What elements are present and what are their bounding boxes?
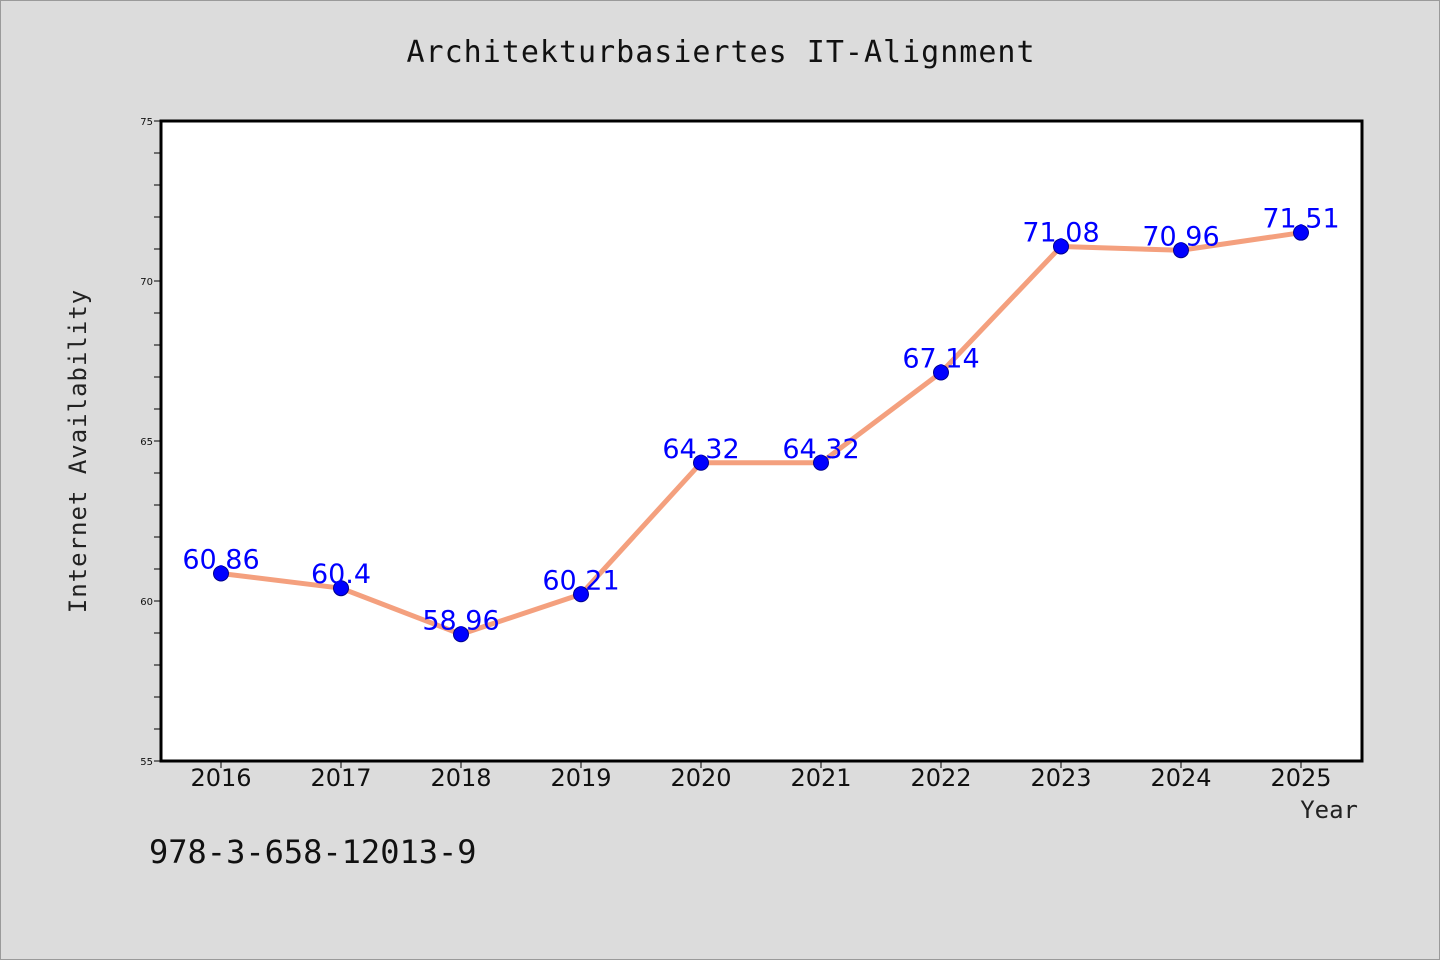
x-tick-label: 2025 <box>1270 764 1331 792</box>
isbn-code: 978-3-658-12013-9 <box>149 833 477 871</box>
x-tick-label: 2023 <box>1030 764 1091 792</box>
data-label: 71.51 <box>1262 204 1339 235</box>
x-tick-label: 2022 <box>910 764 971 792</box>
y-tick-label: 75 <box>140 117 153 128</box>
data-point <box>213 565 229 582</box>
x-tick-label: 2019 <box>550 764 611 792</box>
chart-title: Architekturbasiertes IT-Alignment <box>406 35 1036 70</box>
data-point <box>573 586 589 603</box>
y-tick-label: 55 <box>140 757 153 768</box>
data-label: 64.32 <box>662 434 739 465</box>
x-tick-label: 2020 <box>670 764 731 792</box>
y-tick-label: 70 <box>140 277 153 288</box>
data-point <box>693 454 709 471</box>
data-label: 60.21 <box>542 565 619 596</box>
x-tick-label: 2016 <box>190 764 251 792</box>
x-tick-label: 2024 <box>1150 764 1211 792</box>
x-tick-label: 2021 <box>790 764 851 792</box>
y-tick-label: 60 <box>140 597 153 608</box>
data-label: 60.4 <box>311 559 371 590</box>
data-point <box>1053 238 1069 255</box>
x-axis-label: Year <box>1300 796 1358 824</box>
x-tick-label: 2018 <box>430 764 491 792</box>
data-label: 67.14 <box>902 344 979 375</box>
series-line <box>218 230 1304 637</box>
data-label: 64.32 <box>782 434 859 465</box>
plot-area <box>161 121 1362 761</box>
data-point <box>453 626 469 643</box>
data-point <box>813 454 829 471</box>
plot-frame <box>159 119 1364 763</box>
data-point <box>933 364 949 381</box>
x-tick-label: 2017 <box>310 764 371 792</box>
data-point <box>1173 242 1189 259</box>
data-point <box>333 580 349 597</box>
data-label: 71.08 <box>1022 217 1099 248</box>
data-label: 58.96 <box>422 605 499 636</box>
y-tick-label: 65 <box>140 437 153 448</box>
data-point <box>1293 224 1309 241</box>
data-label: 60.86 <box>182 544 259 575</box>
data-label: 70.96 <box>1142 221 1219 252</box>
